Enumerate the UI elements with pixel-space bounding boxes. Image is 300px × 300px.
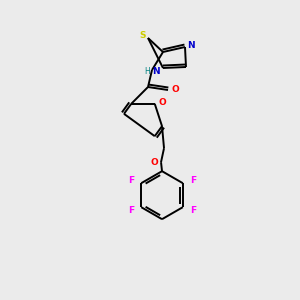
Text: N: N (152, 67, 160, 76)
Text: F: F (128, 206, 134, 215)
Text: N: N (187, 41, 195, 50)
Text: O: O (171, 85, 179, 94)
Text: O: O (150, 158, 158, 167)
Text: F: F (128, 176, 134, 185)
Text: H: H (144, 67, 150, 76)
Text: F: F (190, 206, 196, 215)
Text: O: O (159, 98, 166, 107)
Text: F: F (190, 176, 196, 185)
Text: S: S (140, 32, 146, 40)
